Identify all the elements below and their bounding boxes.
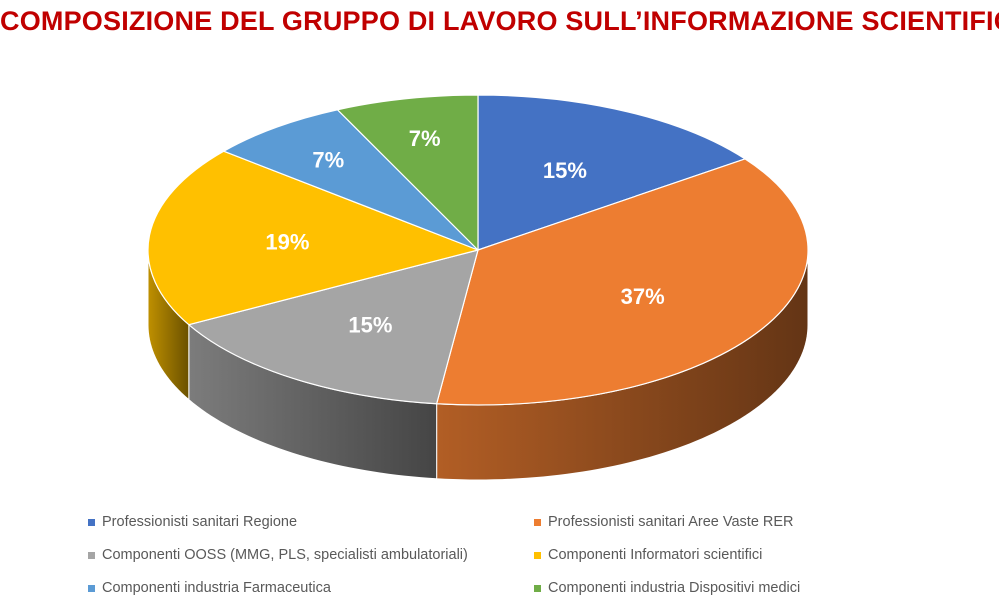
- legend-swatch: [88, 518, 95, 526]
- pie-chart: 15% 37% 15% 19% 7% 7%: [147, 94, 809, 481]
- pie-side-walls: [147, 249, 809, 481]
- pie-slice-value-label: 15%: [348, 312, 392, 337]
- legend-swatch: [534, 584, 541, 592]
- legend-item-professionisti-aree-vaste: Professionisti sanitari Aree Vaste RER: [534, 512, 918, 532]
- pie-slice: [336, 94, 479, 251]
- legend-label: Componenti industria Farmaceutica: [102, 580, 331, 596]
- legend-swatch: [88, 584, 95, 592]
- pie-slice-value-label: 15%: [543, 158, 587, 183]
- legend-item-ooss: Componenti OOSS (MMG, PLS, specialisti a…: [88, 545, 534, 565]
- legend-item-professionisti-regione: Professionisti sanitari Regione: [88, 512, 534, 532]
- pie-value-labels: 15% 37% 15% 19% 7% 7%: [265, 126, 664, 337]
- pie-slice: [436, 158, 809, 406]
- chart-legend: Professionisti sanitari Regione Professi…: [88, 512, 918, 598]
- legend-item-dispositivi: Componenti industria Dispositivi medici: [534, 578, 918, 598]
- legend-label: Componenti industria Dispositivi medici: [548, 580, 801, 596]
- legend-label: Componenti OOSS (MMG, PLS, specialisti a…: [102, 547, 468, 563]
- legend-item-farmaceutica: Componenti industria Farmaceutica: [88, 578, 534, 598]
- legend-item-informatori: Componenti Informatori scientifici: [534, 545, 918, 565]
- legend-swatch: [88, 551, 95, 559]
- legend-label: Professionisti sanitari Aree Vaste RER: [548, 514, 794, 530]
- legend-swatch: [534, 551, 541, 559]
- pie-slice-value-label: 7%: [409, 126, 441, 151]
- pie-slice: [223, 109, 479, 251]
- legend-label: Professionisti sanitari Regione: [102, 514, 298, 530]
- pie-slice-value-label: 7%: [312, 147, 344, 172]
- pie-slice: [147, 150, 479, 326]
- legend-swatch: [534, 518, 541, 526]
- pie-slice: [188, 249, 479, 405]
- pie-top-faces: [147, 94, 809, 406]
- pie-slice-value-label: 37%: [621, 284, 665, 309]
- pie-slice: [477, 94, 746, 251]
- legend-label: Componenti Informatori scientifici: [548, 547, 763, 563]
- pie-slice-value-label: 19%: [265, 230, 309, 255]
- chart-title: COMPOSIZIONE DEL GRUPPO DI LAVORO SULL’I…: [0, 6, 999, 36]
